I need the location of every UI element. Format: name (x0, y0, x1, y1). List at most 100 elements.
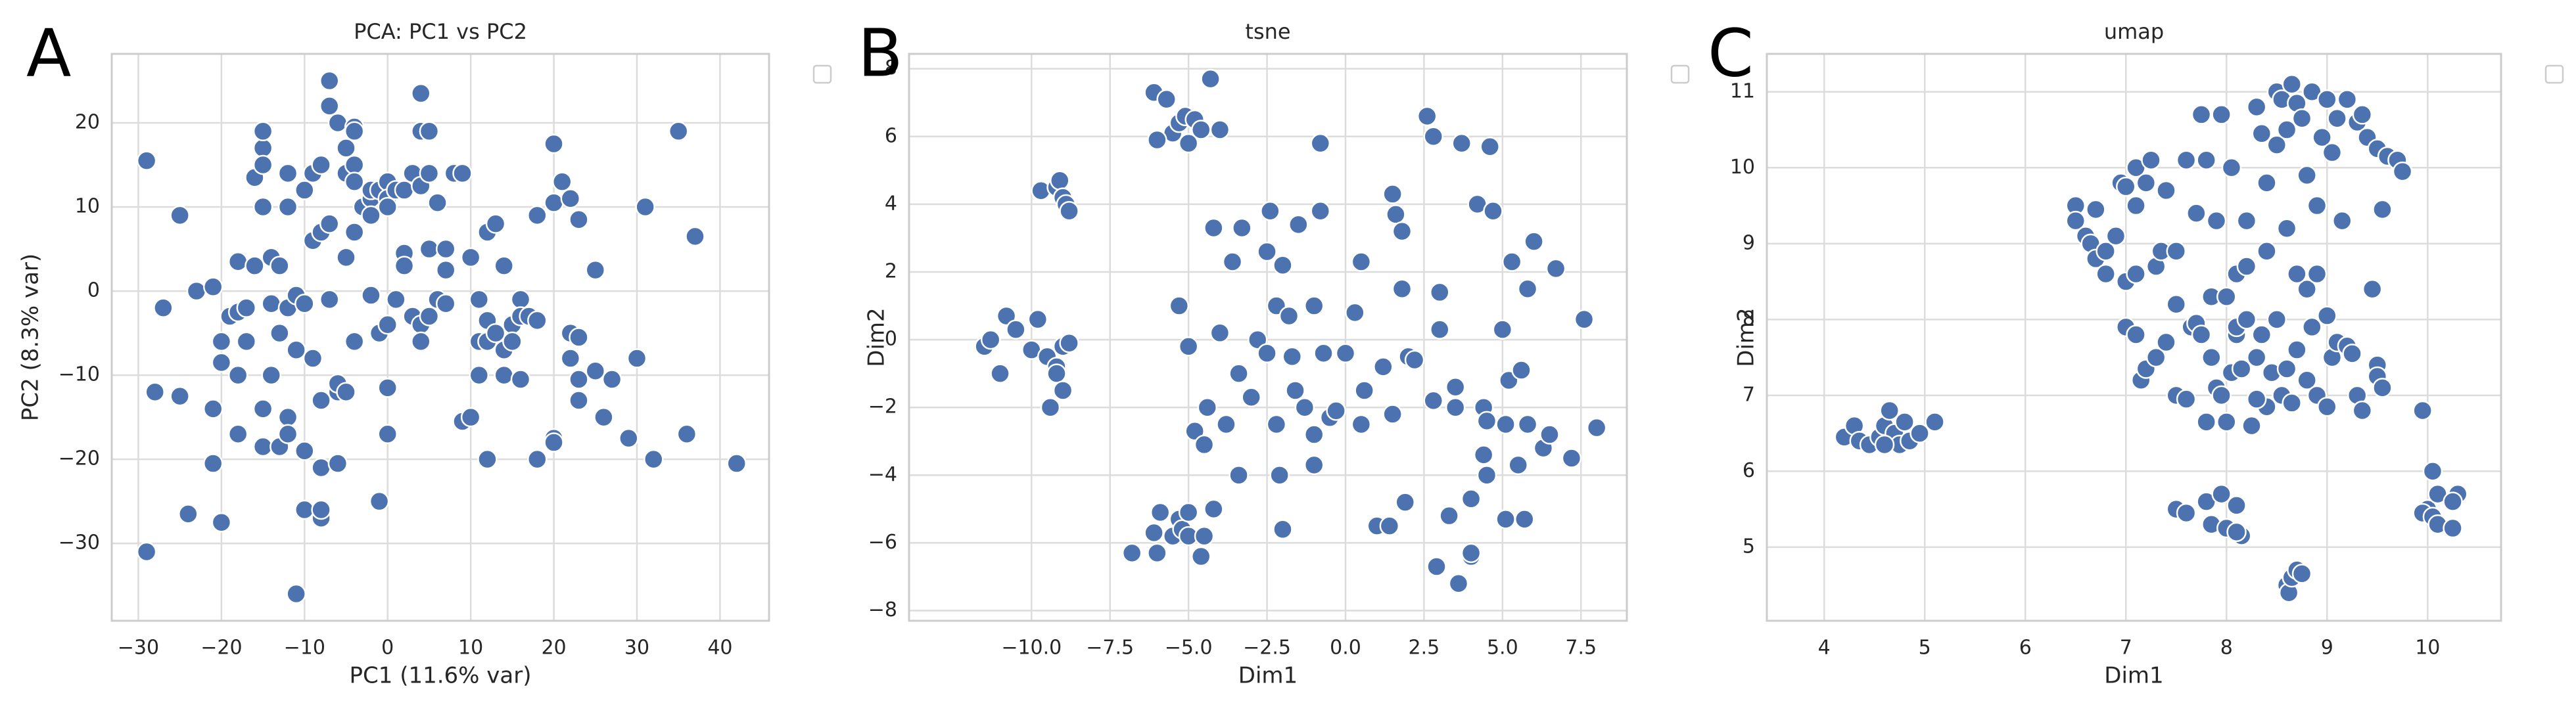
point (2317, 89, 2337, 110)
y-tick-label: 2 (885, 260, 897, 283)
point (344, 171, 365, 192)
point (2312, 127, 2332, 148)
axes-frame (908, 53, 1628, 622)
point (2362, 279, 2383, 300)
point (2206, 210, 2227, 231)
point (544, 133, 564, 154)
point (1392, 279, 1413, 300)
point (311, 390, 331, 411)
point (1310, 200, 1331, 221)
point (2196, 150, 2216, 170)
point (1257, 343, 1277, 363)
point (419, 163, 440, 184)
point (2191, 104, 2212, 125)
point (2317, 305, 2337, 326)
point (1894, 412, 1915, 432)
point (202, 453, 223, 474)
point (2236, 256, 2257, 277)
y-tick-label: 20 (75, 110, 100, 133)
point (252, 121, 273, 142)
point (344, 121, 365, 142)
point (153, 298, 174, 318)
point (1282, 346, 1303, 367)
point (2307, 263, 2328, 284)
point (1178, 133, 1199, 154)
point (2251, 123, 2272, 144)
point (1241, 387, 1261, 407)
point (377, 378, 398, 398)
point (619, 428, 639, 449)
point (2307, 195, 2328, 216)
point (2126, 195, 2146, 216)
x-tick-label: 7 (2120, 637, 2132, 660)
point (1909, 423, 1930, 443)
point (170, 386, 190, 407)
point (2327, 108, 2347, 129)
point (1273, 519, 1293, 540)
point (494, 256, 514, 276)
point (252, 138, 273, 158)
point (1423, 390, 1443, 411)
point (1204, 499, 1224, 520)
point (2392, 161, 2413, 182)
point (1373, 357, 1393, 377)
point (1222, 252, 1243, 272)
x-tick-label: 40 (707, 637, 732, 660)
point (277, 163, 298, 184)
point (1169, 296, 1190, 316)
point (1059, 200, 1079, 221)
point (411, 83, 431, 104)
point (136, 150, 157, 171)
point (1354, 380, 1374, 401)
point (1288, 214, 1309, 235)
point (1539, 424, 1560, 445)
point (2297, 165, 2317, 186)
point (2096, 263, 2116, 284)
point (585, 361, 606, 381)
point (1386, 204, 1406, 225)
point (1473, 445, 1494, 465)
point (1545, 258, 1566, 279)
point (311, 457, 331, 478)
panel-letter: C (1708, 14, 1754, 91)
point (1313, 343, 1334, 363)
point (1194, 434, 1215, 455)
point (1874, 434, 1895, 455)
point (544, 192, 564, 213)
point (1423, 126, 1443, 147)
y-axis-label: PC2 (8.3% var) (18, 254, 44, 421)
point (2136, 173, 2157, 193)
point (569, 209, 589, 230)
point (2236, 210, 2257, 231)
point (2276, 120, 2297, 140)
point (369, 491, 390, 512)
point (1232, 217, 1252, 238)
point (236, 331, 257, 352)
point (2276, 218, 2297, 238)
point (202, 399, 223, 419)
point (2236, 309, 2257, 330)
point (202, 277, 223, 297)
point (2126, 263, 2146, 284)
y-tick-label: 8 (1743, 307, 1755, 330)
point (178, 504, 199, 524)
point (2156, 332, 2176, 353)
point (1586, 417, 1607, 438)
point (427, 192, 448, 213)
point (2191, 325, 2212, 345)
point (2282, 393, 2302, 413)
point (676, 424, 697, 444)
point (2287, 340, 2307, 360)
point (2156, 180, 2176, 201)
point (252, 196, 273, 217)
point (1178, 502, 1199, 523)
point (269, 323, 290, 344)
point (1461, 489, 1482, 509)
point (2297, 370, 2317, 391)
point (2246, 389, 2267, 409)
point (2226, 522, 2247, 543)
x-tick-label: 0 (381, 637, 394, 660)
x-tick-label: 2.5 (1409, 637, 1440, 660)
point (469, 289, 490, 310)
